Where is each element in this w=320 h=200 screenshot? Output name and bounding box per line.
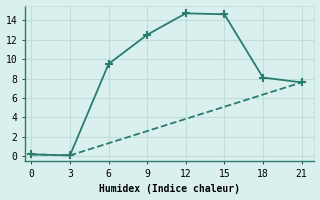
X-axis label: Humidex (Indice chaleur): Humidex (Indice chaleur): [99, 184, 240, 194]
